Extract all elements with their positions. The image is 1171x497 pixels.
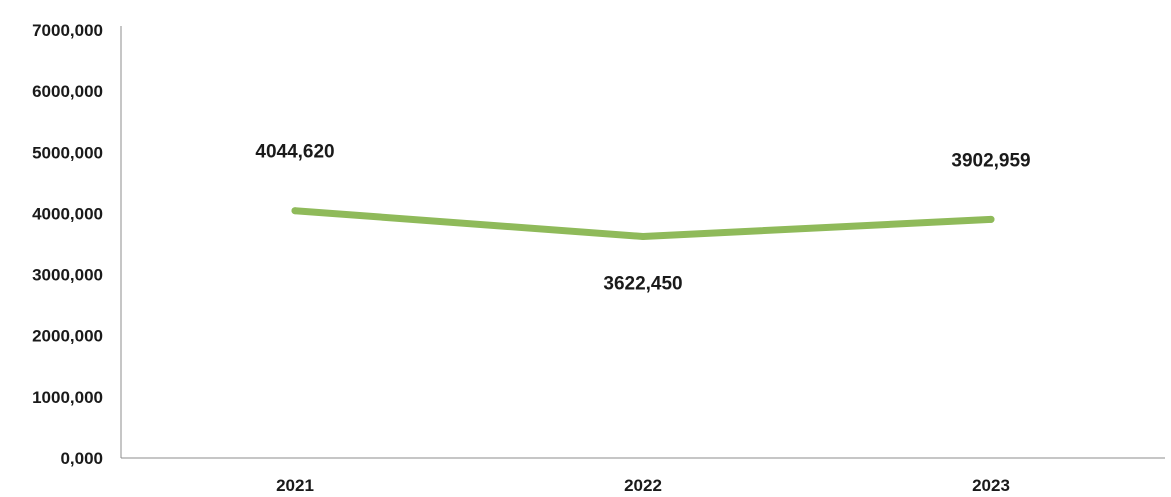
series-group bbox=[291, 207, 995, 241]
data-labels-group: 4044,620 3622,450 3902,959 bbox=[255, 142, 1030, 295]
data-label: 3622,450 bbox=[603, 274, 682, 295]
y-axis-ticks: 0,000 1000,000 2000,000 3000,000 4000,000 500… bbox=[32, 21, 103, 468]
x-axis-ticks: 2021 2022 2023 bbox=[276, 476, 1010, 495]
data-point bbox=[987, 215, 995, 223]
x-tick-label: 2023 bbox=[972, 476, 1010, 495]
y-tick-label: 7000,000 bbox=[32, 21, 103, 40]
data-point bbox=[639, 233, 647, 241]
y-tick-label: 2000,000 bbox=[32, 327, 103, 346]
x-tick-label: 2022 bbox=[624, 476, 662, 495]
series-line bbox=[291, 207, 995, 241]
data-point bbox=[291, 207, 299, 215]
x-tick-label: 2021 bbox=[276, 476, 314, 495]
y-tick-label: 6000,000 bbox=[32, 82, 103, 101]
y-tick-label: 4000,000 bbox=[32, 204, 103, 223]
data-label: 3902,959 bbox=[951, 150, 1030, 171]
y-tick-label: 0,000 bbox=[60, 449, 103, 468]
y-tick-label: 3000,000 bbox=[32, 266, 103, 285]
y-tick-label: 5000,000 bbox=[32, 143, 103, 162]
y-tick-label: 1000,000 bbox=[32, 388, 103, 407]
data-label: 4044,620 bbox=[255, 142, 334, 163]
